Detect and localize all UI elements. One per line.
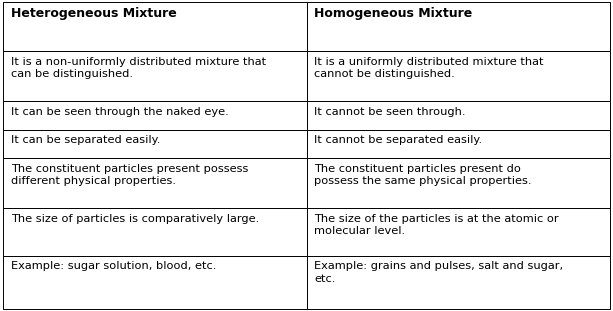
Polygon shape [306, 208, 610, 256]
Polygon shape [3, 158, 306, 208]
Polygon shape [306, 2, 610, 51]
Text: It cannot be seen through.: It cannot be seen through. [314, 107, 466, 117]
Polygon shape [306, 101, 610, 130]
Polygon shape [3, 130, 306, 158]
Text: It is a uniformly distributed mixture that
cannot be distinguished.: It is a uniformly distributed mixture th… [314, 57, 544, 79]
Polygon shape [3, 256, 306, 309]
Text: It can be seen through the naked eye.: It can be seen through the naked eye. [11, 107, 229, 117]
Text: Example: sugar solution, blood, etc.: Example: sugar solution, blood, etc. [11, 262, 216, 272]
Polygon shape [3, 51, 306, 101]
Text: It is a non-uniformly distributed mixture that
can be distinguished.: It is a non-uniformly distributed mixtur… [11, 57, 266, 79]
Polygon shape [3, 101, 306, 130]
Text: Heterogeneous Mixture: Heterogeneous Mixture [11, 7, 177, 20]
Text: Homogeneous Mixture: Homogeneous Mixture [314, 7, 473, 20]
Text: The size of the particles is at the atomic or
molecular level.: The size of the particles is at the atom… [314, 214, 559, 236]
Text: The constituent particles present possess
different physical properties.: The constituent particles present posses… [11, 164, 248, 186]
Polygon shape [3, 208, 306, 256]
Polygon shape [306, 256, 610, 309]
Text: It cannot be separated easily.: It cannot be separated easily. [314, 135, 482, 145]
Polygon shape [306, 158, 610, 208]
Polygon shape [3, 2, 306, 51]
Text: The size of particles is comparatively large.: The size of particles is comparatively l… [11, 214, 259, 224]
Text: Example: grains and pulses, salt and sugar,
etc.: Example: grains and pulses, salt and sug… [314, 262, 563, 284]
Polygon shape [306, 130, 610, 158]
Polygon shape [306, 51, 610, 101]
Text: It can be separated easily.: It can be separated easily. [11, 135, 161, 145]
Text: The constituent particles present do
possess the same physical properties.: The constituent particles present do pos… [314, 164, 532, 186]
